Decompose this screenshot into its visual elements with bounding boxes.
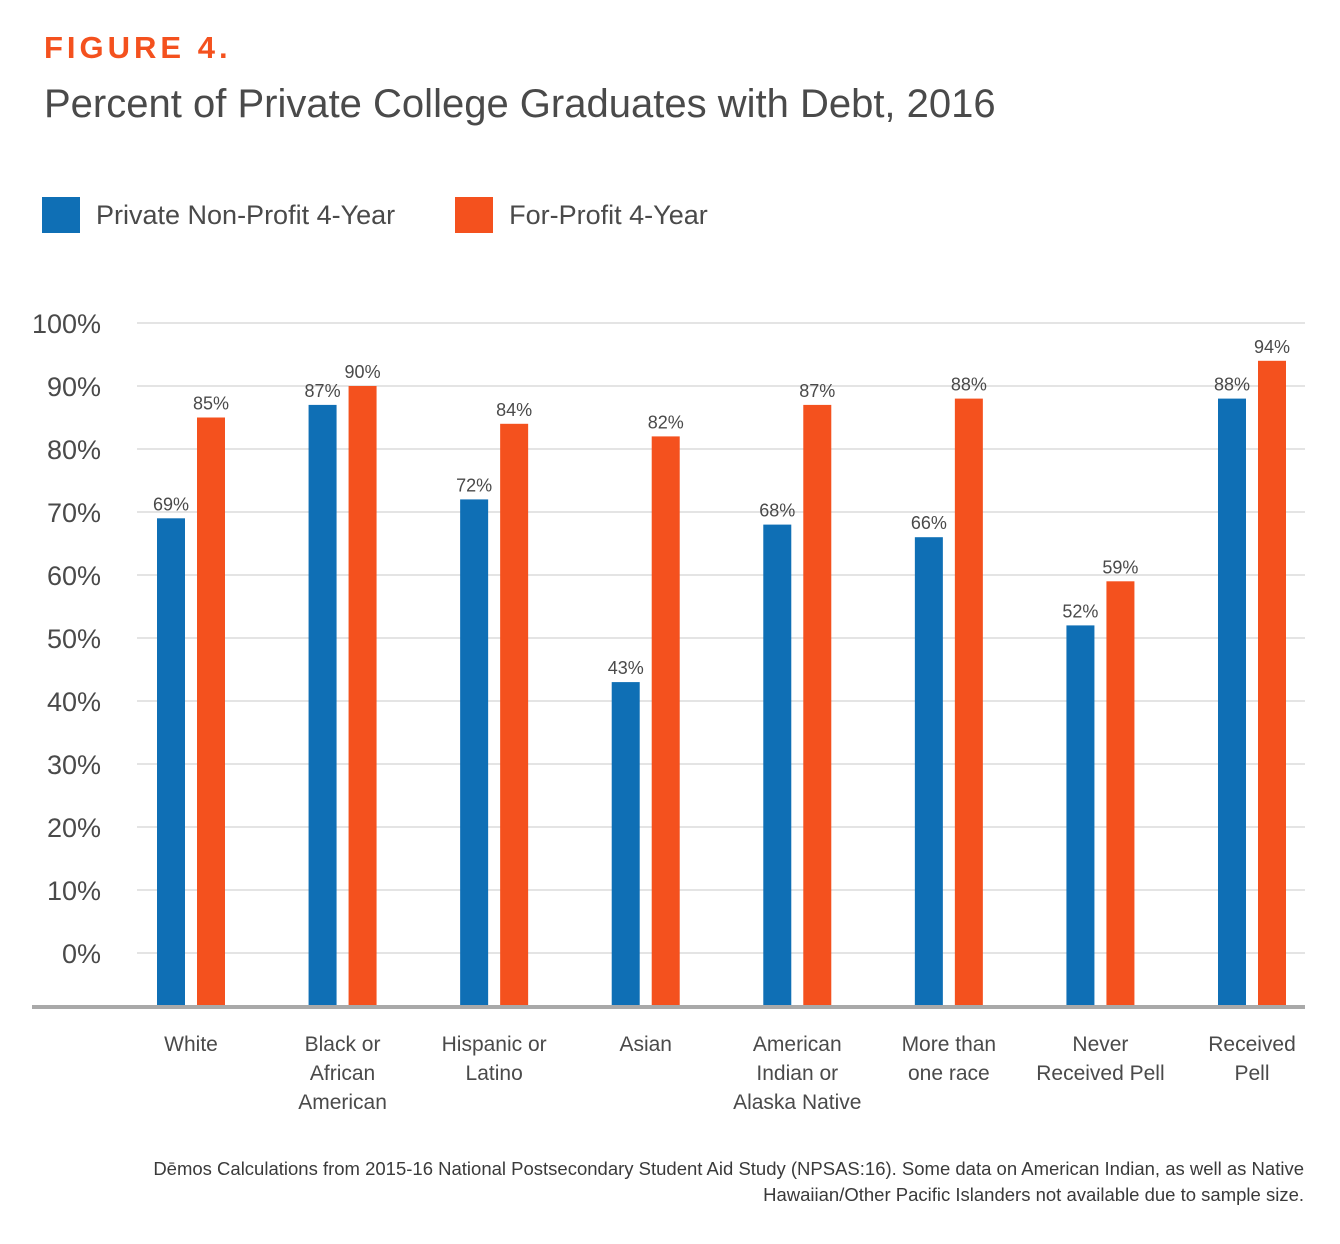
data-label: 59% [1102,557,1138,577]
x-axis-baseline [32,1005,1305,1009]
data-label: 94% [1254,337,1290,357]
data-label: 66% [911,513,947,533]
y-tick-label: 20% [47,813,101,843]
bar-nonprofit [611,682,640,1005]
x-category-label: American Indian or Alaska Native [733,1033,862,1114]
data-label: 43% [608,658,644,678]
legend: Private Non-Profit 4-Year For-Profit 4-Y… [42,195,768,235]
data-label: 69% [153,494,189,514]
legend-swatch-nonprofit [42,197,80,233]
bar-nonprofit [308,404,337,1005]
data-label: 90% [345,362,381,382]
x-category-label: Asian [619,1033,672,1056]
bar-nonprofit [1066,625,1095,1005]
x-category-label: Hispanic or Latino [441,1033,547,1085]
y-tick-label: 50% [47,624,101,654]
y-tick-label: 100% [32,309,101,339]
bar-nonprofit [460,499,489,1005]
legend-label-forprofit: For-Profit 4-Year [509,199,708,230]
bar-nonprofit [914,537,943,1005]
bar-forprofit [197,417,225,1005]
data-label: 87% [799,381,835,401]
data-label: 82% [648,412,684,432]
bar-nonprofit [763,524,792,1005]
figure-label: FIGURE 4. [44,30,232,65]
y-tick-label: 10% [47,876,101,906]
y-tick-label: 40% [47,687,101,717]
chart-title: Percent of Private College Graduates wit… [44,82,996,126]
x-category-label: Black or African American [298,1033,387,1114]
y-tick-label: 30% [47,750,101,780]
bar-forprofit [803,404,832,1005]
source-note: Dēmos Calculations from 2015-16 National… [153,1158,1304,1205]
bar-forprofit [348,386,377,1005]
data-label: 52% [1062,601,1098,621]
bar-forprofit [500,423,529,1005]
x-category-label: Never Received Pell [1036,1033,1165,1085]
data-label: 84% [496,400,532,420]
data-label: 85% [193,394,229,414]
y-tick-label: 80% [47,435,101,465]
bar-nonprofit [157,518,185,1005]
x-category-label: Received Pell [1208,1033,1296,1085]
x-category-label: More than one race [901,1033,997,1085]
y-tick-label: 0% [62,939,101,969]
legend-item-forprofit: For-Profit 4-Year [455,197,708,233]
bar-nonprofit [1218,398,1246,1006]
y-tick-label: 70% [47,498,101,528]
data-label: 72% [456,475,492,495]
x-category-label: White [164,1033,218,1056]
data-label: 87% [305,381,341,401]
legend-swatch-forprofit [455,197,494,233]
legend-label-nonprofit: Private Non-Profit 4-Year [96,199,396,230]
bar-forprofit [1258,360,1286,1005]
data-label: 88% [1214,375,1250,395]
legend-item-nonprofit: Private Non-Profit 4-Year [42,197,395,233]
bar-forprofit [954,398,983,1006]
data-label: 88% [951,375,987,395]
y-tick-label: 60% [47,561,101,591]
bar-forprofit [651,436,680,1005]
bar-forprofit [1106,581,1135,1005]
y-tick-label: 90% [47,372,101,402]
data-label: 68% [759,501,795,521]
